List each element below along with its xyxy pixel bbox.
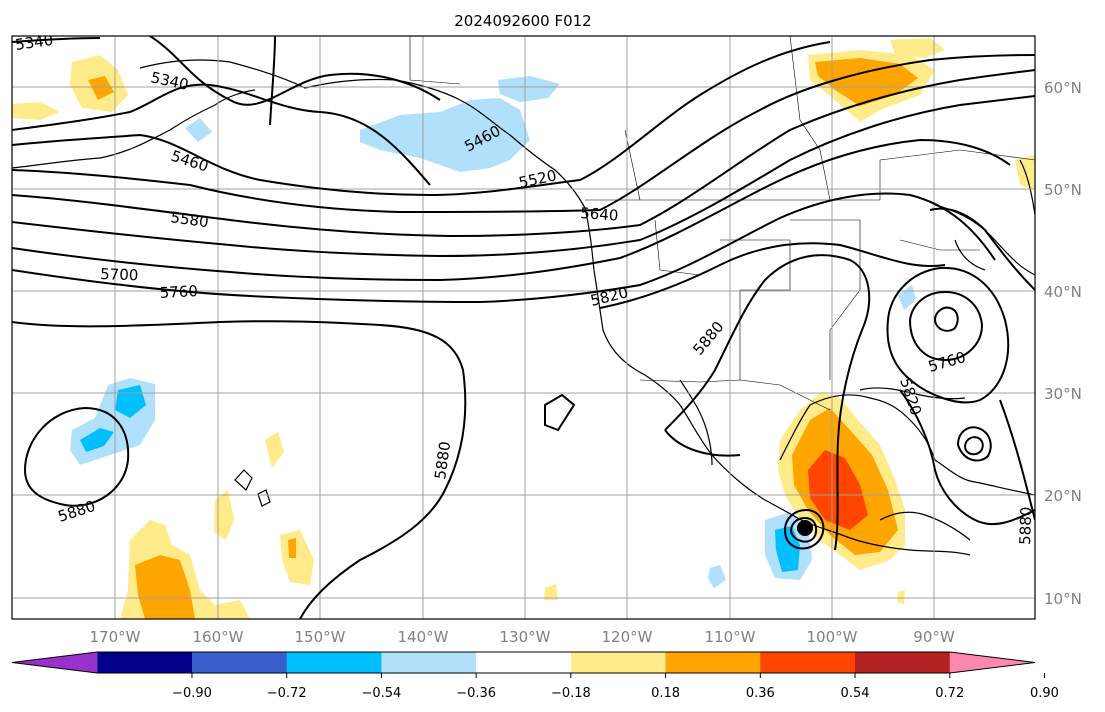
map-area: 5340 5340 5460 5580 5700 5760 5880 5880 … <box>12 31 1035 619</box>
colorbar-extend-low <box>12 652 98 673</box>
positive-anomaly-region <box>12 102 60 120</box>
lat-label: 30°N <box>1044 385 1082 403</box>
colorbar-segment <box>665 652 761 673</box>
contour-label: 5760 <box>159 282 198 302</box>
colorbar <box>11 651 1036 674</box>
lat-label: 10°N <box>1044 590 1082 608</box>
colorbar-segment <box>855 652 951 673</box>
colorbar-extend-high <box>949 652 1035 673</box>
positive-anomaly-region <box>890 38 945 58</box>
height-contours <box>12 36 1035 619</box>
lon-label: 150°W <box>295 628 346 646</box>
colorbar-segment <box>476 652 572 673</box>
colorbar-tick-label: 0.36 <box>746 686 775 701</box>
positive-anomaly-region <box>135 555 195 619</box>
contour-label: 5580 <box>169 208 209 231</box>
storm-center-marker <box>797 520 813 536</box>
lat-label: 50°N <box>1044 181 1082 199</box>
colorbar-tick-label: −0.72 <box>267 686 307 701</box>
lon-label: 120°W <box>602 628 653 646</box>
lat-label: 40°N <box>1044 283 1082 301</box>
colorbar-tick-label: −0.36 <box>456 686 496 701</box>
negative-anomaly-region <box>498 76 560 102</box>
colorbar-tick-label: 0.72 <box>935 686 964 701</box>
negative-anomaly-region <box>185 118 212 142</box>
contour-label: 5880 <box>1016 506 1035 545</box>
positive-anomaly-region <box>897 590 905 604</box>
positive-anomaly-region <box>544 584 558 600</box>
lon-label: 100°W <box>807 628 858 646</box>
positive-anomaly-region <box>214 490 234 540</box>
colorbar-tick-label: −0.90 <box>172 686 212 701</box>
colorbar-outline <box>11 651 1036 674</box>
contour-label: 5340 <box>14 31 54 54</box>
lon-label: 140°W <box>398 628 449 646</box>
lon-label: 110°W <box>705 628 756 646</box>
colorbar-tick-label: 0.90 <box>1030 686 1059 701</box>
colorbar-segment <box>286 652 382 673</box>
colorbar-segment <box>381 652 477 673</box>
contour-label: 5880 <box>431 440 454 480</box>
colorbar-tick-label: −0.54 <box>361 686 401 701</box>
longitude-labels: 170°W 160°W 150°W 140°W 130°W 120°W 110°… <box>90 628 955 646</box>
lon-label: 170°W <box>90 628 141 646</box>
positive-anomaly-region <box>88 76 114 100</box>
figure-title: 2024092600 F012 <box>454 12 591 30</box>
colorbar-tick-labels: −0.90 −0.72 −0.54 −0.36 −0.18 0.18 0.36 0.54 0.7… <box>172 673 1059 701</box>
colorbar-segment <box>191 652 288 673</box>
contour-label: 5640 <box>580 204 619 225</box>
contour-label: 5700 <box>100 265 139 284</box>
colorbar-segment <box>570 652 667 673</box>
lon-label: 160°W <box>193 628 244 646</box>
lat-label: 20°N <box>1044 487 1082 505</box>
positive-anomaly-region <box>288 538 296 558</box>
colorbar-tick-label: −0.18 <box>551 686 591 701</box>
colorbar-segment <box>97 652 193 673</box>
colorbar-tick-label: 0.54 <box>841 686 870 701</box>
lat-label: 60°N <box>1044 79 1082 97</box>
lon-label: 90°W <box>913 628 955 646</box>
positive-anomaly-region <box>265 432 284 468</box>
negative-anomaly-region <box>80 428 114 452</box>
colorbar-segment <box>760 652 856 673</box>
lon-label: 130°W <box>500 628 551 646</box>
colorbar-tick-label: 0.18 <box>651 686 680 701</box>
latitude-labels: 60°N 50°N 40°N 30°N 20°N 10°N <box>1044 79 1082 608</box>
map-frame <box>11 35 1036 620</box>
negative-anomaly-region <box>708 565 726 588</box>
